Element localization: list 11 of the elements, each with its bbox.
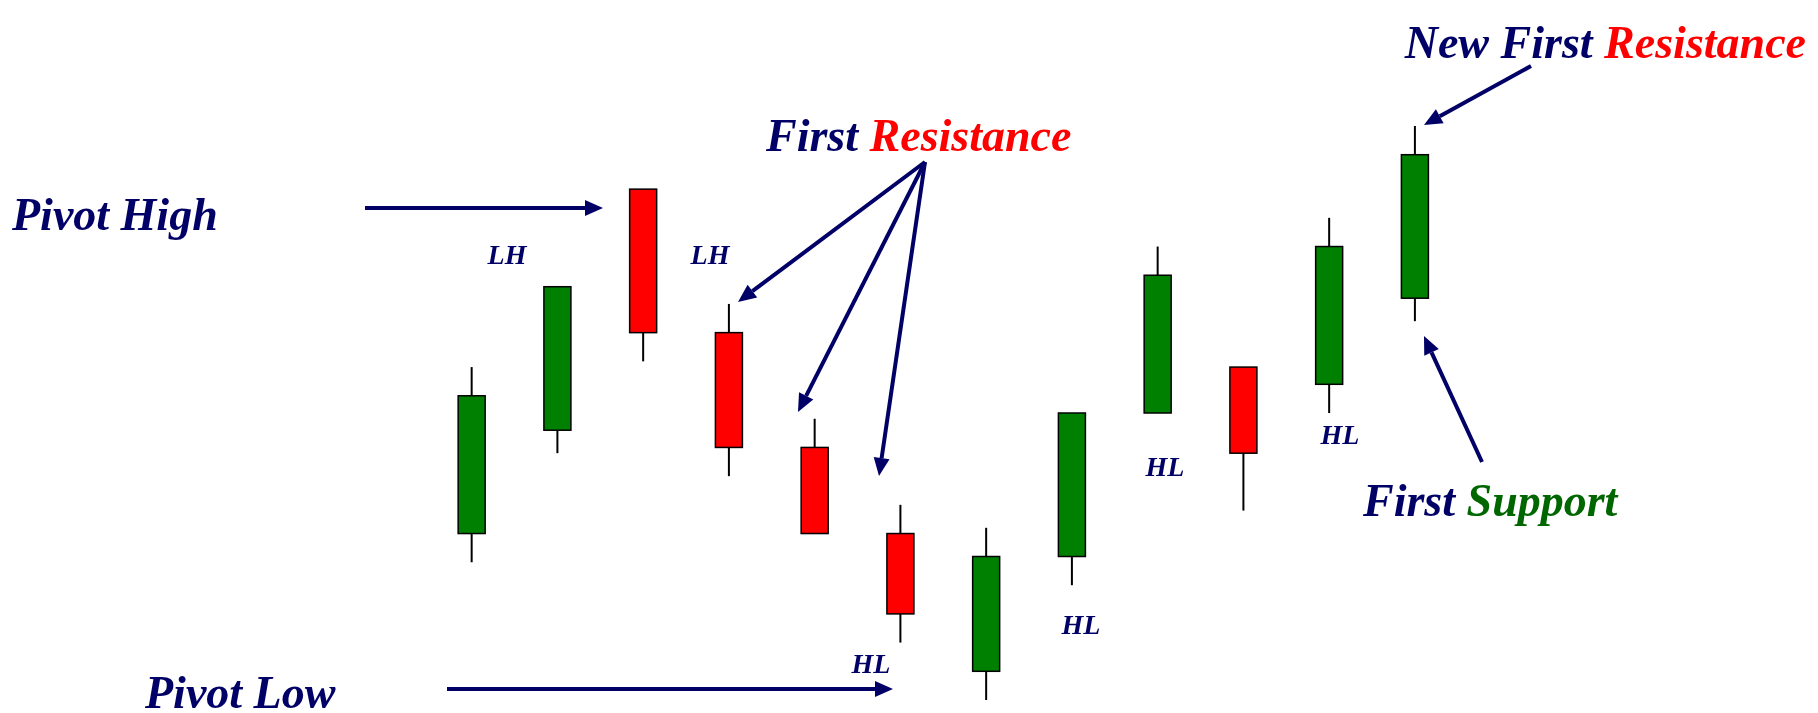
annotation: First Support <box>1362 475 1619 526</box>
annotation: LH <box>689 239 731 270</box>
annotation: HL <box>1144 451 1185 482</box>
annotation: HL <box>1319 419 1360 450</box>
annotation: First Resistance <box>765 110 1072 161</box>
text: Pivot Low <box>144 667 336 713</box>
text: Pivot High <box>11 189 218 240</box>
text: New First Resistance <box>1403 17 1806 68</box>
annotation: HL <box>850 648 891 679</box>
annotation: HL <box>1060 609 1101 640</box>
annotation: LH <box>486 239 528 270</box>
